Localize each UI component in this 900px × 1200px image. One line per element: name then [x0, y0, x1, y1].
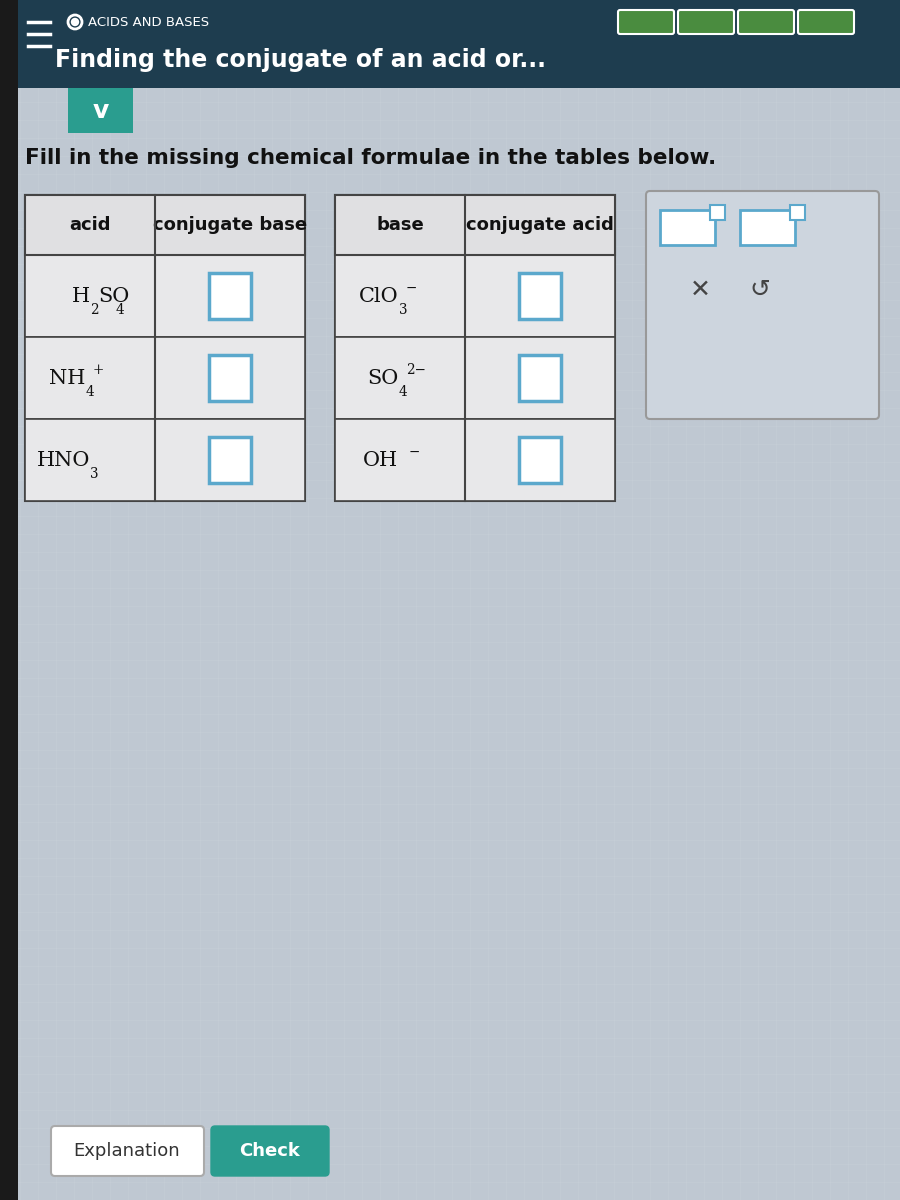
- Text: Check: Check: [239, 1142, 301, 1160]
- Text: Fill in the missing chemical formulae in the tables below.: Fill in the missing chemical formulae in…: [25, 148, 716, 168]
- FancyBboxPatch shape: [646, 191, 879, 419]
- Bar: [335, 194, 615, 502]
- Bar: [209, 272, 251, 319]
- FancyBboxPatch shape: [798, 10, 854, 34]
- Text: ClO: ClO: [359, 287, 399, 306]
- Bar: [68, 88, 133, 133]
- Bar: [335, 337, 615, 419]
- Text: v: v: [93, 98, 109, 122]
- Bar: [25, 194, 305, 254]
- Bar: [519, 437, 561, 482]
- Bar: [25, 254, 305, 337]
- Bar: [790, 205, 805, 220]
- Text: 4: 4: [115, 304, 124, 318]
- Bar: [710, 205, 725, 220]
- Text: HNO: HNO: [37, 450, 90, 469]
- Bar: [25, 337, 305, 419]
- Text: OH: OH: [364, 450, 399, 469]
- Text: ↺: ↺: [750, 278, 770, 302]
- Text: SO: SO: [367, 368, 399, 388]
- Bar: [209, 437, 251, 482]
- FancyBboxPatch shape: [678, 10, 734, 34]
- Text: 2−: 2−: [406, 362, 426, 377]
- Bar: [0, 0, 18, 1200]
- Text: acid: acid: [69, 216, 111, 234]
- Bar: [18, 0, 900, 88]
- FancyBboxPatch shape: [51, 1126, 204, 1176]
- FancyBboxPatch shape: [738, 10, 794, 34]
- Text: NH: NH: [50, 368, 86, 388]
- Text: 4: 4: [399, 385, 407, 400]
- Circle shape: [71, 18, 78, 25]
- Bar: [519, 272, 561, 319]
- Text: 3: 3: [90, 468, 98, 481]
- Text: −: −: [406, 281, 418, 295]
- Text: 3: 3: [399, 304, 407, 318]
- Text: ACIDS AND BASES: ACIDS AND BASES: [88, 16, 209, 29]
- Text: ✕: ✕: [689, 278, 710, 302]
- Text: Explanation: Explanation: [74, 1142, 180, 1160]
- Text: Finding the conjugate of an acid or...: Finding the conjugate of an acid or...: [55, 48, 546, 72]
- Text: 2: 2: [90, 304, 99, 318]
- Text: SO: SO: [98, 287, 130, 306]
- Bar: [209, 355, 251, 401]
- Text: H: H: [72, 287, 90, 306]
- Text: conjugate base: conjugate base: [153, 216, 307, 234]
- FancyBboxPatch shape: [211, 1126, 329, 1176]
- Text: −: −: [409, 445, 419, 458]
- Bar: [335, 419, 615, 502]
- Bar: [660, 210, 715, 245]
- FancyBboxPatch shape: [618, 10, 674, 34]
- Bar: [25, 194, 305, 502]
- Text: conjugate acid: conjugate acid: [466, 216, 614, 234]
- Text: +: +: [93, 362, 104, 377]
- Bar: [519, 355, 561, 401]
- Bar: [740, 210, 795, 245]
- Text: 4: 4: [86, 385, 94, 400]
- Bar: [25, 419, 305, 502]
- Bar: [335, 194, 615, 254]
- Bar: [335, 254, 615, 337]
- Text: base: base: [376, 216, 424, 234]
